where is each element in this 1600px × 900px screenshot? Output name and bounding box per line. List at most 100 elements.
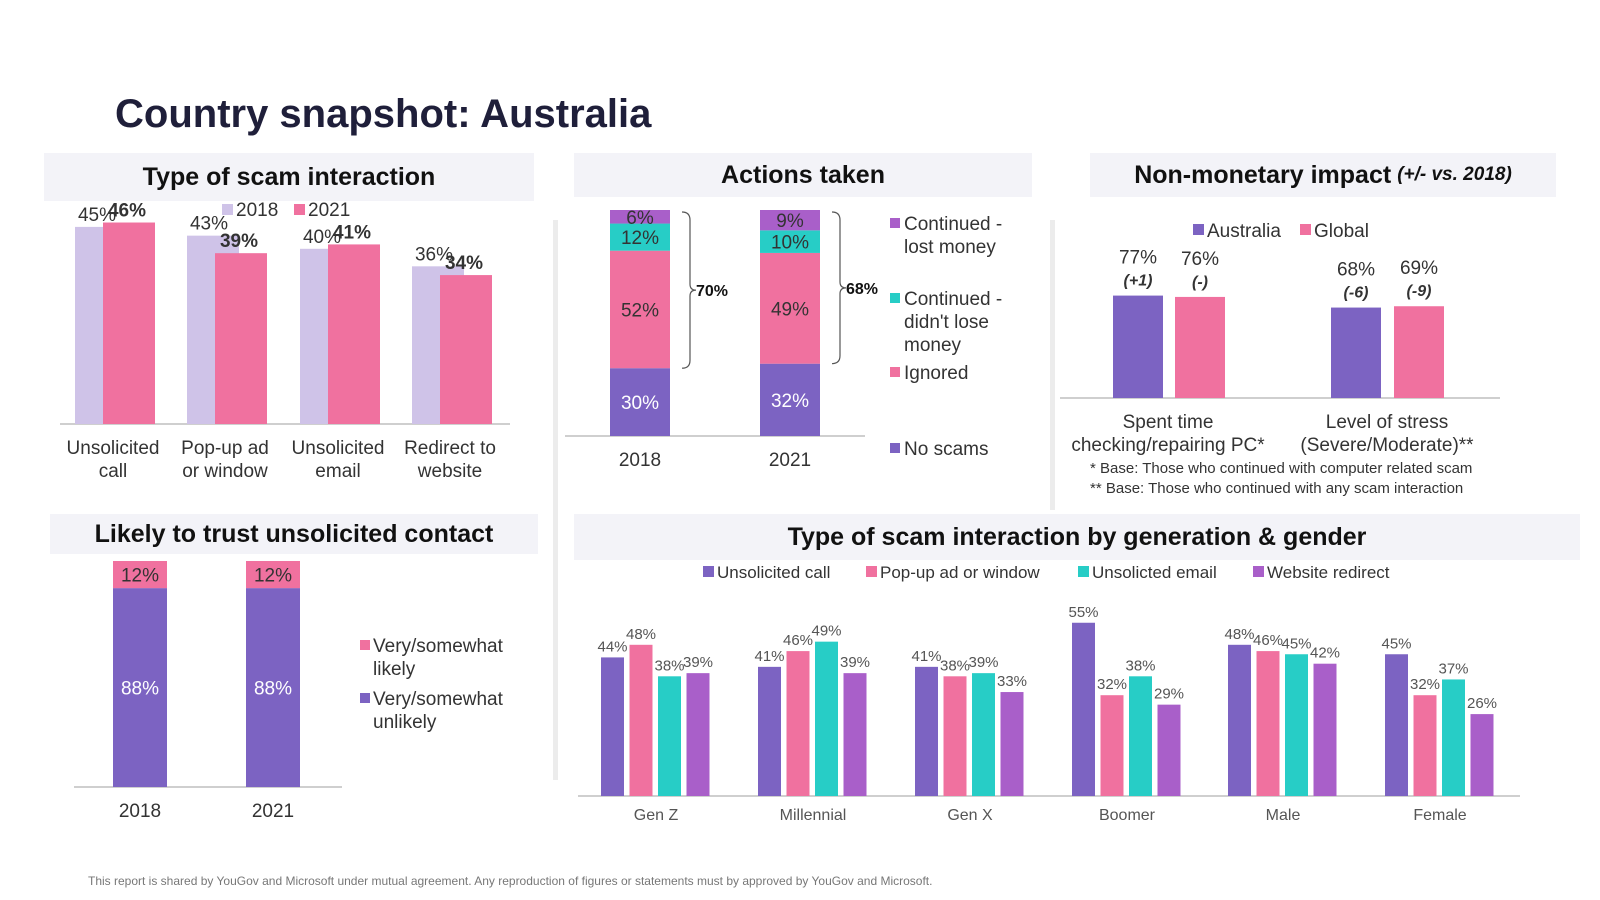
generation-value-label: 45% (1381, 635, 1411, 652)
generation-value-label: 48% (1224, 626, 1254, 643)
generation-bar-pop-up-ad-or-window (1256, 651, 1280, 796)
generation-legend-label: Pop-up ad or window (880, 563, 1040, 582)
generation-value-label: 39% (840, 654, 870, 671)
generation-legend-swatch (1253, 566, 1264, 577)
trust-segment-label: 12% (254, 566, 292, 587)
generation-bar-website-redirect (843, 673, 867, 796)
actions-legend-swatch (890, 218, 900, 228)
scam-type-legend-swatch (294, 204, 305, 215)
generation-bar-website-redirect (1470, 714, 1494, 796)
trust-legend-label: Very/somewhat (373, 636, 504, 657)
impact-change-label: (+1) (1124, 273, 1153, 290)
generation-category-label: Boomer (1099, 807, 1156, 824)
generation-bar-pop-up-ad-or-window (786, 651, 810, 796)
generation-legend-swatch (1078, 566, 1089, 577)
actions-segment-label: 49% (771, 299, 809, 320)
generation-bar-pop-up-ad-or-window (1100, 695, 1124, 796)
scam-type-category-label: Unsolicited (292, 438, 385, 459)
generation-value-label: 38% (1125, 657, 1155, 674)
impact-change-label: (-9) (1407, 283, 1432, 300)
generation-value-label: 32% (1097, 676, 1127, 693)
scam-type-value-label: 45% (78, 205, 116, 226)
impact-category-label: Level of stress (1326, 412, 1449, 433)
scam-type-bar-2021 (215, 253, 267, 424)
scam-type-legend-swatch (222, 204, 233, 215)
generation-bar-pop-up-ad-or-window (943, 676, 967, 796)
scam-type-category-label: Redirect to (404, 438, 496, 459)
scam-type-value-label: 39% (220, 231, 258, 252)
trust-segment-likely (113, 561, 167, 589)
actions-segment-label: 52% (621, 300, 659, 321)
trust-legend-label: Very/somewhat (373, 689, 504, 710)
actions-segment-continued-didn-t-lose-money (610, 223, 670, 251)
trust-legend-label: likely (373, 659, 416, 680)
generation-title-text: Type of scam interaction by generation &… (787, 522, 1367, 551)
generation-value-label: 49% (811, 623, 841, 640)
actions-segment-label: 10% (771, 233, 809, 254)
scam-type-value-label: 40% (303, 227, 341, 248)
scam-type-bar-2021 (440, 275, 492, 424)
generation-bar-website-redirect (686, 673, 710, 796)
generation-legend-label: Unsolicted email (1092, 563, 1217, 582)
impact-category-label: checking/repairing PC* (1071, 435, 1265, 456)
scam-type-category-label: or window (182, 461, 268, 482)
generation-bar-unsolicited-call (758, 666, 781, 796)
impact-category-label: (Severe/Moderate)** (1300, 435, 1474, 456)
generation-value-label: 48% (626, 626, 656, 643)
generation-bar-website-redirect (1000, 692, 1024, 796)
generation-bar-website-redirect (1313, 663, 1337, 796)
right-divider (1050, 220, 1055, 510)
impact-value-label: 69% (1400, 258, 1438, 279)
trust-segment-likely (246, 561, 300, 589)
impact-bar-global (1175, 296, 1225, 398)
page-title: Country snapshot: Australia (115, 92, 652, 136)
generation-bar-unsolicted-email (972, 673, 995, 796)
generation-value-label: 39% (683, 654, 713, 671)
actions-segment-label: 12% (621, 228, 659, 249)
generation-value-label: 46% (1253, 632, 1283, 649)
impact-panel-title: Non-monetary impact (+/- vs. 2018) (1090, 153, 1556, 197)
generation-value-label: 45% (1281, 635, 1311, 652)
impact-change-label: (-6) (1344, 285, 1369, 302)
actions-segment-continued-didn-t-lose-money (760, 230, 820, 253)
scam-type-category-label: website (417, 461, 482, 482)
actions-bracket (681, 211, 697, 369)
actions-legend-swatch (890, 367, 900, 377)
generation-category-label: Gen X (947, 807, 993, 824)
actions-segment-no-scams (760, 363, 820, 436)
generation-legend-label: Unsolicited call (717, 563, 830, 582)
scam-type-category-label: call (99, 461, 128, 482)
generation-value-label: 46% (783, 632, 813, 649)
actions-panel-title: Actions taken (574, 153, 1032, 197)
impact-value-label: 77% (1119, 248, 1157, 269)
generation-panel-title: Type of scam interaction by generation &… (574, 514, 1580, 560)
actions-bracket (831, 211, 847, 365)
impact-bar-australia (1331, 307, 1381, 398)
actions-segment-no-scams (610, 368, 670, 436)
actions-bracket-label: 68% (846, 281, 878, 298)
actions-title-text: Actions taken (721, 160, 885, 189)
generation-category-label: Female (1413, 807, 1466, 824)
impact-legend-label: Australia (1207, 221, 1281, 242)
scam-type-value-label: 46% (108, 201, 146, 222)
generation-bar-unsolicted-email (1442, 679, 1465, 796)
generation-value-label: 38% (940, 657, 970, 674)
generation-legend-label: Website redirect (1267, 563, 1390, 582)
actions-legend-label: didn't lose (904, 312, 989, 333)
generation-value-label: 29% (1154, 686, 1184, 703)
trust-category-label: 2021 (252, 801, 294, 822)
actions-segment-ignored (610, 250, 670, 369)
impact-bar-global (1394, 306, 1444, 398)
impact-change-label: (-) (1192, 274, 1208, 291)
generation-value-label: 42% (1310, 645, 1340, 662)
generation-value-label: 55% (1068, 604, 1098, 621)
impact-bar-australia (1113, 295, 1163, 398)
generation-bar-unsolicted-email (1129, 676, 1152, 796)
actions-legend-swatch (890, 443, 900, 453)
actions-legend-label: lost money (904, 237, 996, 258)
scam-type-bar-2021 (328, 244, 380, 424)
trust-category-label: 2018 (119, 801, 161, 822)
actions-segment-continued-lost-money (760, 210, 820, 231)
scam-type-value-label: 41% (333, 222, 371, 243)
generation-bar-unsolicited-call (1072, 622, 1095, 796)
